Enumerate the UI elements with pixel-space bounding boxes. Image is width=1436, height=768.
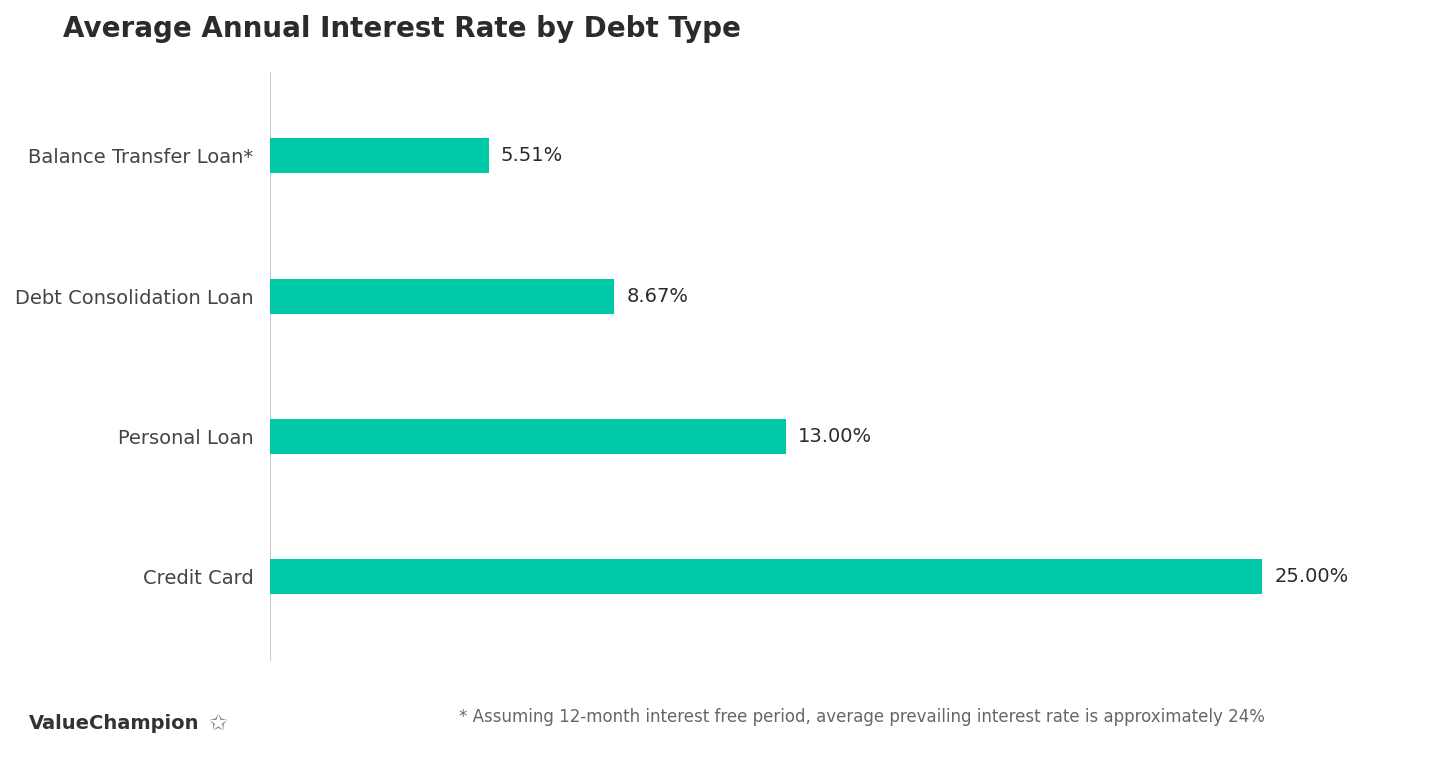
Bar bbox=[270, 279, 615, 313]
Bar bbox=[270, 559, 1262, 594]
Bar bbox=[270, 138, 488, 174]
Text: 5.51%: 5.51% bbox=[501, 147, 563, 165]
Text: Average Annual Interest Rate by Debt Type: Average Annual Interest Rate by Debt Typ… bbox=[63, 15, 741, 43]
Text: 13.00%: 13.00% bbox=[798, 427, 872, 446]
Text: 25.00%: 25.00% bbox=[1274, 568, 1348, 586]
Bar bbox=[270, 419, 785, 454]
Text: * Assuming 12-month interest free period, average prevailing interest rate is ap: * Assuming 12-month interest free period… bbox=[458, 708, 1265, 726]
Text: ValueChampion: ValueChampion bbox=[29, 714, 200, 733]
Text: 8.67%: 8.67% bbox=[626, 286, 688, 306]
Text: ✩: ✩ bbox=[208, 713, 227, 733]
